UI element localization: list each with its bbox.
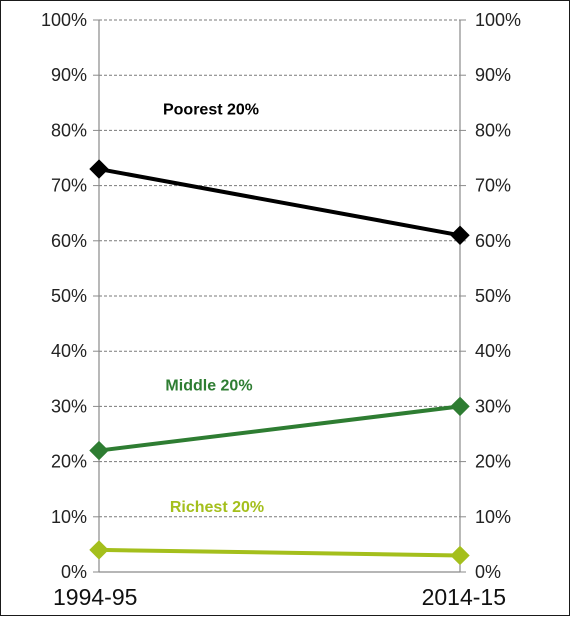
y-tick-label-right: 90% bbox=[475, 65, 511, 85]
y-tick-label-left: 60% bbox=[51, 231, 87, 251]
y-tick-label-left: 10% bbox=[51, 507, 87, 527]
series-label: Middle 20% bbox=[165, 377, 252, 394]
series-point bbox=[89, 440, 109, 461]
series-point bbox=[89, 540, 109, 560]
y-tick-label-right: 60% bbox=[475, 231, 511, 251]
series-point bbox=[450, 396, 470, 417]
series bbox=[89, 159, 470, 566]
series-line bbox=[98, 404, 461, 453]
y-tick-label-right: 0% bbox=[475, 562, 501, 582]
y-tick-label-left: 70% bbox=[51, 176, 87, 196]
y-tick-label-right: 80% bbox=[475, 120, 511, 140]
gridlines bbox=[99, 19, 460, 518]
series-label: Poorest 20% bbox=[163, 101, 259, 118]
y-tick-label-left: 100% bbox=[41, 10, 87, 30]
axes bbox=[93, 19, 466, 573]
x-tick-label: 2014-15 bbox=[422, 584, 506, 610]
series-line bbox=[98, 167, 461, 238]
y-tick-label-right: 30% bbox=[475, 396, 511, 416]
y-tick-label-left: 80% bbox=[51, 120, 87, 140]
y-tick-label-left: 30% bbox=[51, 396, 87, 416]
series-labels: Poorest 20% Middle 20% Richest 20% bbox=[163, 101, 264, 515]
y-tick-label-left: 20% bbox=[51, 452, 87, 472]
y-tick-label-right: 10% bbox=[475, 507, 511, 527]
y-tick-label-right: 100% bbox=[475, 10, 521, 30]
series-label: Richest 20% bbox=[170, 499, 264, 516]
y-tick-label-right: 70% bbox=[475, 176, 511, 196]
series-point bbox=[89, 159, 109, 179]
y-tick-label-left: 0% bbox=[61, 562, 87, 582]
y-tick-label-right: 20% bbox=[475, 452, 511, 472]
y-tick-label-left: 40% bbox=[51, 341, 87, 361]
series-point bbox=[450, 545, 470, 566]
y-tick-label-right: 50% bbox=[475, 286, 511, 306]
x-tick-label: 1994-95 bbox=[53, 584, 137, 610]
y-tick-label-left: 90% bbox=[51, 65, 87, 85]
series-line bbox=[98, 547, 461, 558]
y-tick-label-left: 50% bbox=[51, 286, 87, 306]
tick-labels: 0% 0% 10% 10% 20% 20% 30% 30% 40% 40% 50% 50% 60% 60%… bbox=[41, 10, 521, 610]
series-point bbox=[450, 225, 470, 245]
y-tick-label-right: 40% bbox=[475, 341, 511, 361]
